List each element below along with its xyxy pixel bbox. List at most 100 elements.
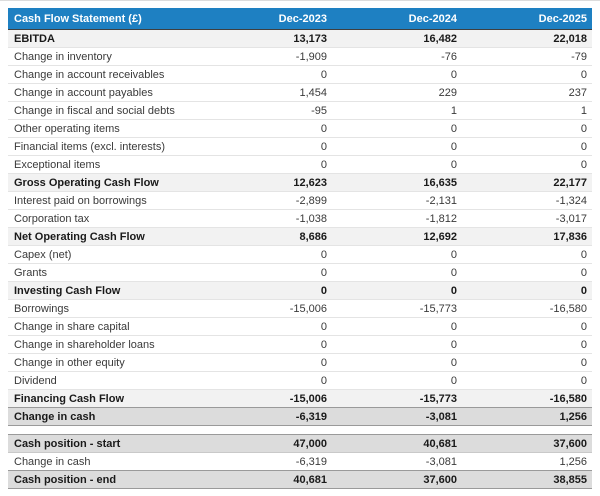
cell-value: 0 <box>450 122 457 135</box>
cell-value: -95 <box>311 104 327 117</box>
cell-value: 37,600 <box>553 437 587 450</box>
cell-value: 0 <box>580 158 587 171</box>
table-row: Change in share capital 0 0 0 <box>8 317 592 335</box>
cell-value: 0 <box>580 68 587 81</box>
table-row: Investing Cash Flow 0 0 0 <box>8 281 592 299</box>
cell-value: 0 <box>320 356 327 369</box>
cell-value: 47,000 <box>293 437 327 450</box>
cell-value: -1,324 <box>555 194 587 207</box>
table-row: Change in account payables 1,454 229 237 <box>8 83 592 101</box>
cell-value: 37,600 <box>423 473 457 486</box>
row-label: Change in account payables <box>14 86 153 99</box>
cell-value: -79 <box>571 50 587 63</box>
cell-value: 12,692 <box>423 230 457 243</box>
cell-value: 12,623 <box>293 176 327 189</box>
cell-value: 0 <box>580 122 587 135</box>
column-header-dec-2023: Dec-2023 <box>278 12 327 25</box>
cell-value: 8,686 <box>299 230 327 243</box>
cell-value: 1 <box>450 104 457 117</box>
row-label: Corporation tax <box>14 212 90 225</box>
row-label: Borrowings <box>14 302 70 315</box>
cell-value: 0 <box>450 158 457 171</box>
table-row: Change in fiscal and social debts -95 1 1 <box>8 101 592 119</box>
row-label: Change in shareholder loans <box>14 338 155 351</box>
cell-value: 0 <box>580 248 587 261</box>
cell-value: 22,177 <box>553 176 587 189</box>
cell-value: -3,017 <box>555 212 587 225</box>
cell-value: 0 <box>580 284 587 297</box>
row-label: EBITDA <box>14 32 55 45</box>
table-row: Cash position - start 47,000 40,681 37,600 <box>8 434 592 452</box>
cell-value: 38,855 <box>553 473 587 486</box>
row-label: Cash position - end <box>14 473 117 486</box>
cell-value: 0 <box>320 140 327 153</box>
table-row: Change in account receivables 0 0 0 <box>8 65 592 83</box>
cell-value: 0 <box>450 140 457 153</box>
cell-value: 40,681 <box>293 473 327 486</box>
cell-value: 0 <box>450 248 457 261</box>
table-row: Corporation tax -1,038 -1,812 -3,017 <box>8 209 592 227</box>
cell-value: 0 <box>320 248 327 261</box>
row-label: Grants <box>14 266 48 279</box>
cell-value: 0 <box>450 356 457 369</box>
cell-value: 0 <box>320 122 327 135</box>
cell-value: -16,580 <box>549 302 587 315</box>
cell-value: -1,038 <box>295 212 327 225</box>
cell-value: 0 <box>450 338 457 351</box>
cell-value: -15,006 <box>289 392 327 405</box>
table-header-row: Cash Flow Statement (£) Dec-2023 Dec-202… <box>8 8 592 30</box>
cash-flow-table: Cash Flow Statement (£) Dec-2023 Dec-202… <box>8 8 592 489</box>
row-label: Investing Cash Flow <box>14 284 121 297</box>
row-label: Change in inventory <box>14 50 112 63</box>
cell-value: 0 <box>450 320 457 333</box>
page-top-divider <box>0 0 600 1</box>
cell-value: 0 <box>580 338 587 351</box>
cell-value: -6,319 <box>295 410 327 423</box>
table-row: Borrowings -15,006 -15,773 -16,580 <box>8 299 592 317</box>
cell-value: -3,081 <box>425 410 457 423</box>
cell-value: 237 <box>568 86 587 99</box>
table-row: Change in cash -6,319 -3,081 1,256 <box>8 452 592 470</box>
row-label: Change in share capital <box>14 320 130 333</box>
row-label: Net Operating Cash Flow <box>14 230 145 243</box>
cash-position-section: Cash position - start 47,000 40,681 37,600 C… <box>8 434 592 489</box>
cell-value: 16,482 <box>423 32 457 45</box>
row-label: Change in cash <box>14 410 96 423</box>
row-label: Capex (net) <box>14 248 72 261</box>
table-row: Change in other equity 0 0 0 <box>8 353 592 371</box>
cell-value: -76 <box>441 50 457 63</box>
table-row: EBITDA 13,173 16,482 22,018 <box>8 30 592 47</box>
cell-value: 1,256 <box>559 455 587 468</box>
table-row: Exceptional items 0 0 0 <box>8 155 592 173</box>
cell-value: 1 <box>580 104 587 117</box>
table-title: Cash Flow Statement (£) <box>14 12 142 25</box>
row-label: Change in cash <box>14 455 91 468</box>
row-label: Change in other equity <box>14 356 125 369</box>
cell-value: 0 <box>580 374 587 387</box>
row-label: Change in fiscal and social debts <box>14 104 175 117</box>
row-label: Gross Operating Cash Flow <box>14 176 159 189</box>
cell-value: 0 <box>320 68 327 81</box>
cell-value: 0 <box>450 284 457 297</box>
column-header-dec-2024: Dec-2024 <box>408 12 457 25</box>
row-label: Exceptional items <box>14 158 101 171</box>
cell-value: 0 <box>580 356 587 369</box>
cell-value: 229 <box>438 86 457 99</box>
table-row: Capex (net) 0 0 0 <box>8 245 592 263</box>
cell-value: 0 <box>580 320 587 333</box>
cell-value: -6,319 <box>295 455 327 468</box>
column-header-dec-2025: Dec-2025 <box>538 12 587 25</box>
main-rows-section: EBITDA 13,173 16,482 22,018 Change in invent… <box>8 30 592 426</box>
table-row: Financing Cash Flow -15,006 -15,773 -16,580 <box>8 389 592 407</box>
cell-value: -15,773 <box>419 302 457 315</box>
cell-value: 13,173 <box>293 32 327 45</box>
cell-value: -15,773 <box>419 392 457 405</box>
table-row: Cash position - end 40,681 37,600 38,855 <box>8 470 592 488</box>
cell-value: 0 <box>320 338 327 351</box>
row-label: Change in account receivables <box>14 68 165 81</box>
table-row: Net Operating Cash Flow 8,686 12,692 17,836 <box>8 227 592 245</box>
table-row: Change in cash -6,319 -3,081 1,256 <box>8 407 592 426</box>
cell-value: 0 <box>320 266 327 279</box>
row-label: Other operating items <box>14 122 120 135</box>
row-label: Cash position - start <box>14 437 121 450</box>
